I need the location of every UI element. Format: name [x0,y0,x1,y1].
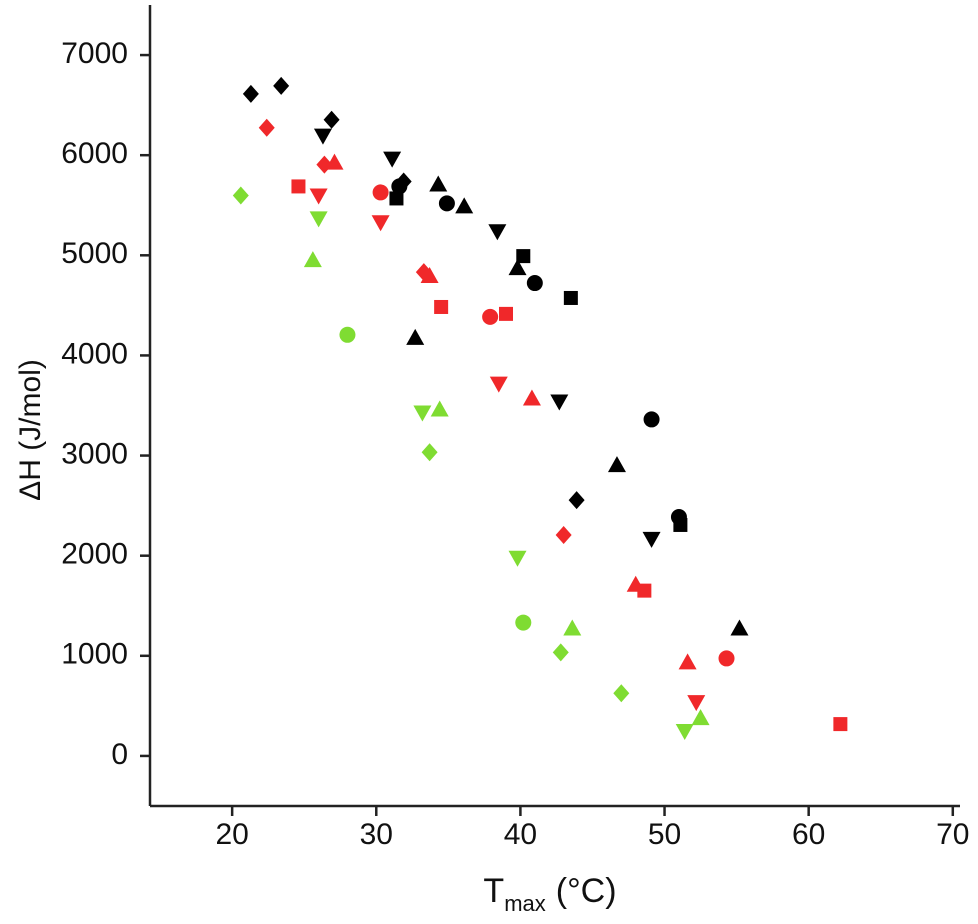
x-axis-label: Tmax (°C) [483,872,616,916]
y-tick-label: 5000 [61,237,128,270]
y-tick-label: 0 [111,738,128,771]
point [391,178,408,195]
point [550,394,569,411]
point [687,695,706,712]
point [568,491,585,510]
point [420,267,439,284]
point [508,550,527,567]
point [508,259,527,276]
point [325,153,344,170]
point [430,400,449,417]
point [303,251,322,268]
point [607,456,626,473]
point [482,308,499,325]
point [642,531,661,548]
point [691,709,710,726]
point [555,525,572,544]
point [488,224,507,241]
point [339,326,356,343]
y-axis-label: ΔH (J/mol) [14,359,47,501]
x-tick-label: 50 [648,818,681,851]
point [718,650,735,667]
x-tick-label: 40 [504,818,537,851]
x-tick-label: 60 [792,818,825,851]
point [678,653,697,670]
point [552,643,569,662]
point [273,76,290,95]
point [498,306,513,321]
point [429,175,448,192]
point [313,128,332,145]
point [637,583,652,598]
point [489,376,508,393]
point [389,191,404,206]
point [563,290,578,305]
point [372,184,389,201]
point [515,614,532,631]
x-label-unit: (°C) [556,872,617,910]
point [833,717,848,732]
point [291,179,306,194]
point [675,724,694,741]
y-tick-label: 1000 [61,638,128,671]
y-tick-label: 4000 [61,337,128,370]
point [323,110,340,129]
point [232,186,249,205]
y-tick-label: 2000 [61,538,128,571]
x-tick-label: 30 [360,818,393,851]
point [371,215,390,232]
point [434,299,449,314]
point [613,684,630,703]
point [522,389,541,406]
point [383,151,402,168]
y-tick-label: 7000 [61,37,128,70]
point [309,211,328,228]
point [413,405,432,422]
point [730,619,749,636]
x-label-sub: max [504,891,546,916]
y-tick-label: 6000 [61,137,128,170]
point [516,249,531,264]
point [406,328,425,345]
point [670,509,687,526]
point [455,197,474,214]
point [309,188,328,205]
point [258,118,275,137]
point [526,275,543,292]
point [438,195,455,212]
point [242,84,259,103]
x-label-main: T [483,872,504,910]
point [643,411,660,428]
point [421,443,438,462]
x-tick-label: 20 [215,818,248,851]
x-tick-label: 70 [936,818,969,851]
point [563,619,582,636]
y-tick-label: 3000 [61,437,128,470]
